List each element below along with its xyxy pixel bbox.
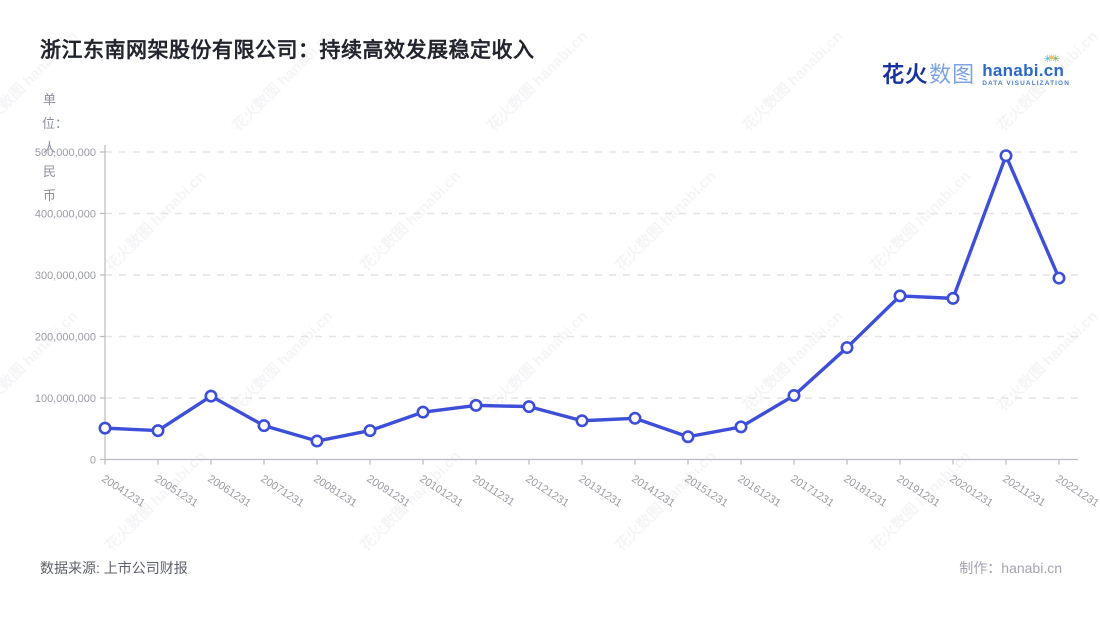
y-tick-label: 200,000,000 (35, 332, 96, 344)
x-tick-label: 20141231 (629, 473, 677, 510)
x-tick-label: 20061231 (205, 473, 253, 510)
data-point-marker (363, 424, 377, 438)
x-tick-label: 20201231 (947, 473, 995, 510)
x-tick-label: 20131231 (576, 473, 624, 510)
data-point-marker (310, 434, 324, 448)
data-point-marker (999, 149, 1013, 163)
y-tick-label: 0 (90, 455, 96, 467)
hanabi-logo: 花火 数图 ✳ hanabi.cn DATA VISUALIZATION (882, 54, 1070, 88)
x-tick-label: 20121231 (523, 473, 571, 510)
data-point-marker (787, 389, 801, 403)
y-tick-label: 500,000,000 (35, 147, 96, 159)
hanabi-logo-url: hanabi.cn (982, 61, 1065, 80)
footer-data-source: 数据来源: 上市公司财报 (40, 560, 188, 576)
spark-icon: ✳ (1047, 53, 1056, 64)
data-point-marker (469, 398, 483, 412)
chart-title: 浙江东南网架股份有限公司：持续高效发展稳定收入 (40, 39, 535, 62)
data-point-marker (1052, 271, 1066, 285)
x-tick-label: 20071231 (258, 473, 306, 510)
data-point-marker (628, 411, 642, 425)
data-point-marker (98, 421, 112, 435)
data-point-marker (522, 400, 536, 414)
data-point-marker (257, 419, 271, 433)
data-point-marker (840, 341, 854, 355)
data-point-marker (204, 389, 218, 403)
hanabi-logo-tagline: DATA VISUALIZATION (982, 80, 1070, 87)
x-tick-label: 20171231 (788, 473, 836, 510)
footer-credit: 制作：hanabi.cn (959, 560, 1062, 576)
x-tick-label: 20051231 (152, 473, 200, 510)
x-tick-label: 20101231 (417, 473, 465, 510)
data-point-marker (681, 430, 695, 444)
data-point-marker (893, 289, 907, 303)
x-tick-label: 20091231 (364, 473, 412, 510)
data-point-marker (151, 424, 165, 438)
data-point-marker (575, 414, 589, 428)
x-tick-label: 20081231 (311, 473, 359, 510)
data-point-marker (946, 291, 960, 305)
y-tick-label: 400,000,000 (35, 209, 96, 221)
x-tick-label: 20111231 (470, 473, 516, 509)
x-tick-label: 20211231 (1000, 473, 1047, 509)
data-point-marker (734, 420, 748, 434)
hanabi-logo-cn-light: 数图 (929, 61, 976, 87)
y-tick-label: 100,000,000 (35, 393, 96, 405)
x-tick-label: 20041231 (99, 473, 147, 510)
y-tick-label: 300,000,000 (35, 270, 96, 282)
data-point-marker (416, 405, 430, 419)
hanabi-logo-cn-bold: 花火 (882, 61, 929, 87)
x-tick-label: 20221231 (1053, 473, 1100, 510)
x-tick-label: 20191231 (894, 473, 942, 510)
x-tick-label: 20151231 (682, 473, 730, 510)
hanabi-logo-wordmark: ✳ hanabi.cn DATA VISUALIZATION (982, 54, 1070, 88)
x-tick-label: 20181231 (841, 473, 889, 510)
x-tick-label: 20161231 (735, 473, 783, 510)
